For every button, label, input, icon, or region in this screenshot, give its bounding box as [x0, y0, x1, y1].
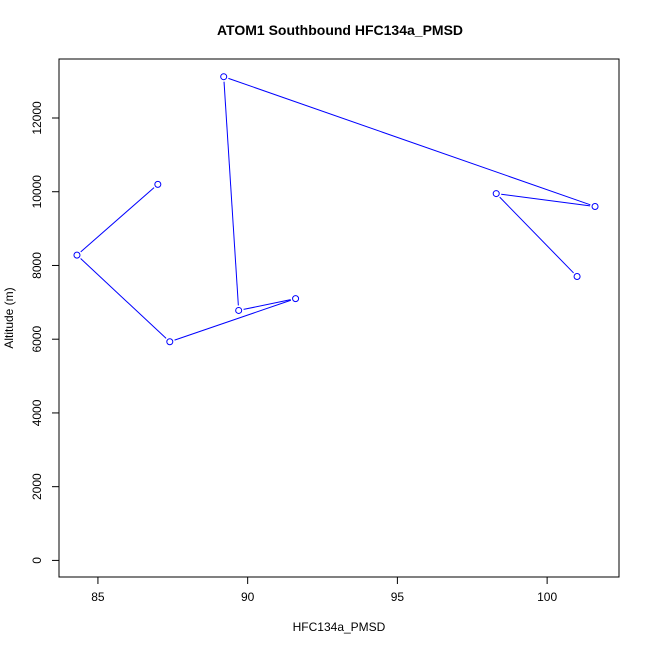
- y-axis: 0 2000 4000 6000 8000 10000 12000: [30, 101, 60, 564]
- y-tick-label: 2000: [30, 473, 44, 500]
- data-point: [235, 306, 243, 314]
- data-point: [220, 73, 228, 81]
- chart-title: ATOM1 Southbound HFC134a_PMSD: [217, 22, 463, 38]
- y-tick-label: 8000: [30, 252, 44, 279]
- y-tick-label: 10000: [30, 175, 44, 209]
- x-axis: 85 90 95 100: [91, 576, 557, 604]
- x-tick-label: 95: [391, 590, 405, 604]
- data-point: [73, 251, 81, 259]
- series-line-segment: [228, 77, 591, 206]
- series-line-segment: [223, 81, 239, 306]
- data-point: [591, 202, 599, 210]
- y-axis-label: Altitude (m): [2, 287, 16, 348]
- x-tick-label: 90: [241, 590, 255, 604]
- y-tick-label: 0: [30, 557, 44, 564]
- x-tick-label: 85: [91, 590, 105, 604]
- x-axis-label: HFC134a_PMSD: [293, 620, 386, 634]
- data-point: [573, 273, 581, 281]
- series-line-segment: [243, 299, 291, 310]
- x-tick-label: 100: [537, 590, 557, 604]
- y-tick-label: 4000: [30, 399, 44, 426]
- data-point: [154, 180, 162, 188]
- series-0: [73, 73, 599, 346]
- series-line-segment: [80, 258, 167, 339]
- data-point: [492, 190, 500, 198]
- plot-frame: [58, 58, 620, 578]
- series-line-segment: [80, 187, 155, 253]
- y-tick-label: 12000: [30, 101, 44, 135]
- series-line-segment: [501, 193, 591, 207]
- data-point: [292, 295, 300, 303]
- series-line-segment: [499, 196, 574, 274]
- y-tick-label: 6000: [30, 326, 44, 353]
- series-layer: [73, 73, 599, 346]
- series-line-segment: [174, 299, 292, 341]
- data-point: [166, 338, 174, 346]
